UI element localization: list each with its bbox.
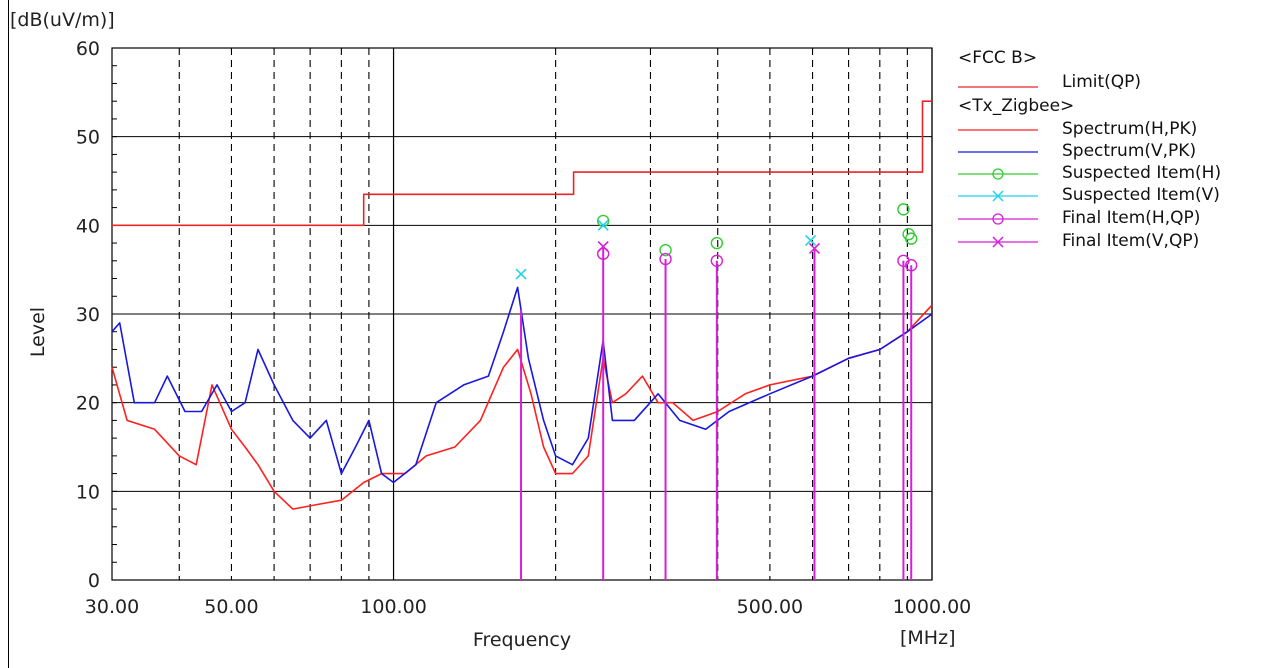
legend-group-fcc: <FCC B> [958, 48, 1037, 68]
suspected-h-marker [897, 203, 910, 216]
suspected-h-marker [710, 236, 724, 250]
y-tick-label: 10 [76, 481, 100, 503]
legend-item-spec-h: Spectrum(H,PK) [1062, 119, 1197, 139]
final-v-marker [597, 241, 609, 253]
x-tick-label: 30.00 [85, 596, 139, 618]
legend-marker-final-v [992, 236, 1004, 248]
final-h-marker [596, 247, 610, 260]
final-h-marker [659, 252, 672, 266]
final-h-marker [905, 259, 918, 272]
legend-marker-susp-v [992, 190, 1004, 202]
legend-item-susp-v: Suspected Item(V) [1062, 185, 1220, 205]
y-tick-label: 50 [76, 127, 100, 149]
x-unit-label: [MHz] [900, 627, 955, 649]
legend-marker-final-h [992, 213, 1004, 225]
suspected-v-marker [515, 268, 527, 280]
final-h-marker [710, 254, 724, 267]
y-tick-label: 60 [76, 38, 100, 60]
legend-marker-susp-h [992, 168, 1004, 180]
markers-layer [515, 203, 918, 580]
legend-item-susp-h: Suspected Item(H) [1062, 163, 1221, 183]
y-axis-label: Level [27, 307, 49, 357]
x-tick-label: 1000.00 [893, 596, 972, 618]
suspected-v-marker [597, 219, 609, 231]
legend-item-limit: Limit(QP) [1062, 72, 1141, 92]
suspected-h-marker [905, 232, 918, 245]
final-v-marker [808, 242, 821, 254]
limit-qp-line [112, 100, 932, 227]
spectrum-h-line [111, 304, 933, 510]
legend-item-spec-v: Spectrum(V,PK) [1062, 141, 1196, 161]
legend-item-final-h: Final Item(H,QP) [1062, 208, 1200, 228]
y-tick-label: 40 [76, 215, 100, 237]
grid [111, 47, 933, 581]
x-tick-label: 50.00 [204, 596, 258, 618]
legend-group-tx: <Tx_Zigbee> [958, 96, 1074, 116]
y-tick-label: 0 [88, 570, 100, 592]
x-tick-label: 100.00 [360, 596, 426, 618]
series-layer [111, 100, 933, 510]
y-tick-labels: 0 10 20 30 40 50 60 [76, 38, 100, 592]
y-tick-label: 20 [76, 393, 100, 415]
legend-item-final-v: Final Item(V,QP) [1062, 231, 1199, 251]
chart-frame [8, 0, 1274, 668]
suspected-v-marker [805, 234, 817, 246]
suspected-h-marker [659, 243, 672, 257]
x-tick-labels: 30.00 50.00 100.00 500.00 1000.00 [85, 596, 971, 618]
y-tick-label: 30 [76, 304, 100, 326]
x-tick-label: 500.00 [737, 596, 803, 618]
spectrum-v-line [111, 286, 933, 484]
x-axis-label: Frequency [473, 629, 571, 651]
legend: <FCC B> Limit(QP) <Tx_Zigbee> Spectrum(H… [958, 48, 1221, 251]
y-unit-label: [dB(uV/m)] [10, 9, 115, 31]
